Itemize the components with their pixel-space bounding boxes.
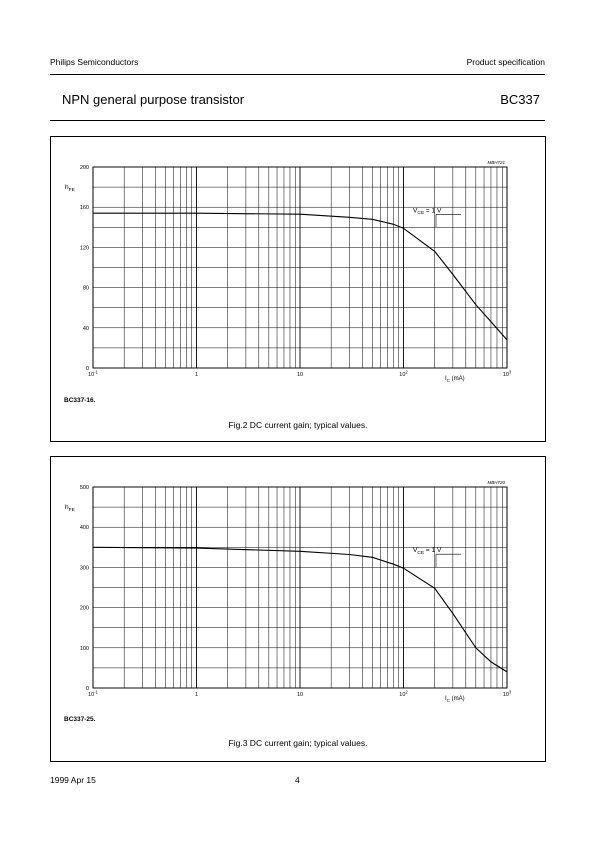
chart-code: MBH720 xyxy=(487,480,505,485)
x-tick-label: 103 xyxy=(503,690,512,698)
y-tick-label: 0 xyxy=(86,366,89,372)
y-tick-label: 120 xyxy=(80,245,89,251)
x-tick-label: 102 xyxy=(399,690,408,698)
header-doc-type: Product specification xyxy=(466,57,545,67)
hfe-chart-fig2: 0 40 80 120 160 200 10-1 1 10 102 103 hFE IC (mA) MBH… xyxy=(65,160,512,383)
header-rule xyxy=(50,74,545,75)
y-axis-label: hFE xyxy=(65,504,76,513)
y-tick-label: 0 xyxy=(86,686,89,692)
curve-label: VCE = 1 V xyxy=(413,207,442,216)
plot-frame xyxy=(92,486,508,689)
x-axis-label: IC (mA) xyxy=(445,696,465,703)
x-tick-label: 1 xyxy=(195,692,198,698)
x-tick-label: 1 xyxy=(195,372,198,378)
title-rule xyxy=(50,120,545,121)
curve-label: VCE = 1 V xyxy=(413,547,442,556)
hfe-curve xyxy=(93,212,508,341)
figure-3-panel: 0 100 200 300 400 500 10-1 1 10 102 103 hFE IC (mA) M… xyxy=(50,456,546,762)
y-tick-label: 100 xyxy=(80,646,89,652)
footer-date: 1999 Apr 15 xyxy=(50,775,96,785)
figure-3-variant: BC337-25. xyxy=(64,716,96,723)
y-tick-label: 40 xyxy=(83,326,89,332)
x-tick-label: 10-1 xyxy=(88,370,98,378)
x-tick-label: 103 xyxy=(503,370,512,378)
page-title: NPN general purpose transistor xyxy=(62,92,245,107)
hfe-chart-fig3: 0 100 200 300 400 500 10-1 1 10 102 103 hFE IC (mA) M… xyxy=(65,480,512,703)
hfe-curve xyxy=(92,546,508,673)
header-company: Philips Semiconductors xyxy=(50,57,139,67)
figure-2-variant: BC337-16. xyxy=(64,397,96,404)
part-number: BC337 xyxy=(500,92,540,107)
figure-2-panel: 0 40 80 120 160 200 10-1 1 10 102 103 hFE IC (mA) MBH… xyxy=(50,136,546,442)
x-tick-label: 102 xyxy=(399,370,408,378)
x-tick-label: 10 xyxy=(297,692,303,698)
y-axis-label: hFE xyxy=(65,184,76,193)
chart-code: MBH721 xyxy=(487,160,505,165)
figure-2-caption: Fig.2 DC current gain; typical values. xyxy=(228,420,368,430)
y-tick-label: 80 xyxy=(83,286,89,292)
x-tick-label: 10-1 xyxy=(88,690,98,698)
figure-3-caption: Fig.3 DC current gain; typical values. xyxy=(228,738,368,748)
y-tick-label: 400 xyxy=(80,525,89,531)
y-tick-label: 160 xyxy=(80,205,89,211)
plot-frame xyxy=(92,166,508,369)
page-number: 4 xyxy=(295,775,300,785)
x-axis-label: IC (mA) xyxy=(445,376,465,383)
y-tick-label: 200 xyxy=(80,165,89,171)
y-tick-label: 200 xyxy=(80,606,89,612)
x-tick-label: 10 xyxy=(297,372,303,378)
y-tick-label: 500 xyxy=(80,485,89,491)
y-tick-label: 300 xyxy=(80,565,89,571)
